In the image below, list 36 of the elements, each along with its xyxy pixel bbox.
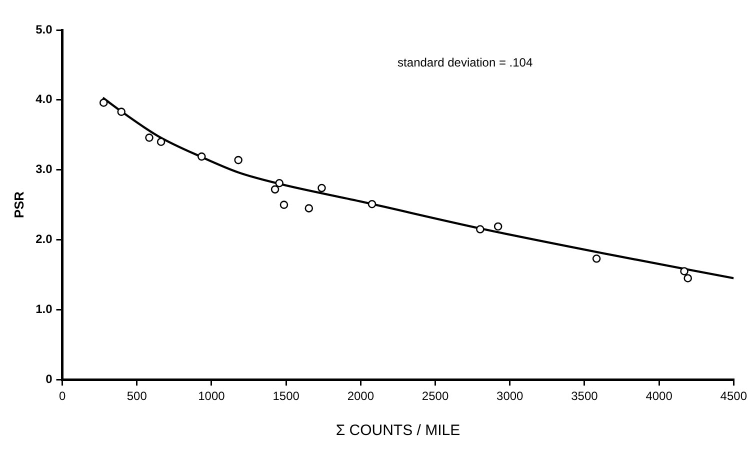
point [117,108,126,116]
x-tick-label: 500 [126,389,148,404]
y-tick-label: 1.0 [36,302,53,316]
point [304,204,314,212]
point [368,200,376,208]
point [680,267,688,276]
y-axis-title: PSR [11,190,26,218]
point [318,184,326,192]
x-tick-label: 1000 [198,389,226,404]
x-tick-label: 3000 [496,389,524,404]
x-tick-label: 4500 [720,389,748,404]
annotation: standard deviation = .104 [398,56,533,70]
point [99,98,108,107]
x-tick-label: 2500 [422,389,449,404]
x-tick-label: 3500 [571,389,598,404]
x-tick-label: 1500 [272,389,300,404]
x-tick-label: 2000 [347,389,374,404]
point [270,185,280,194]
point [156,138,166,146]
y-tick-label: 5.0 [36,22,53,36]
x-tick-label: 0 [58,389,66,404]
point [592,254,601,263]
y-tick-label: 2.0 [36,232,53,246]
point [476,225,484,234]
point [494,222,502,231]
point [145,134,154,142]
y-tick-label: 3.0 [36,162,53,176]
y-tick-label: 4.0 [36,92,53,106]
point [280,200,288,209]
point [684,274,692,282]
x-tick-label: 4000 [646,389,673,404]
point [197,152,206,161]
y-tick-label: 0 [46,372,53,386]
point [275,178,284,188]
x-axis-title: Σ COUNTS / MILE [336,422,460,440]
point [234,156,242,164]
